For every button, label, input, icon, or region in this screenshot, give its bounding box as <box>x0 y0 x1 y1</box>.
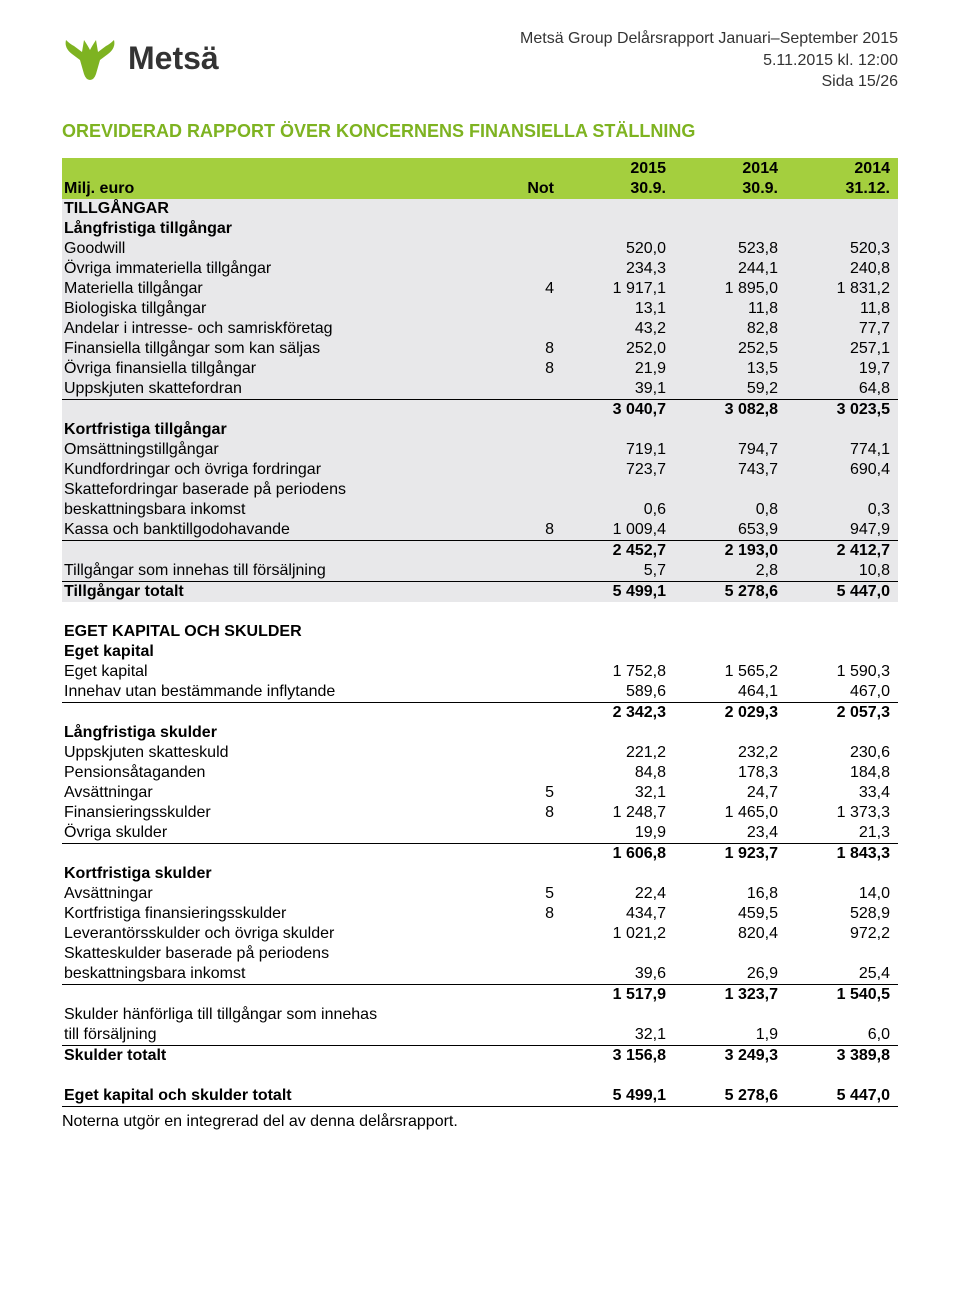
table-row: Övriga skulder19,923,421,3 <box>62 823 898 844</box>
financial-table-body: 201520142014Milj. euroNot30.9.30.9.31.12… <box>62 158 898 1107</box>
moose-icon <box>62 34 118 82</box>
table-row: Eget kapital1 752,81 565,21 590,3 <box>62 662 898 682</box>
col-date: 30.9. <box>674 179 786 199</box>
table-row: Skulder totalt3 156,83 249,33 389,8 <box>62 1045 898 1066</box>
table-row: 3 040,73 082,83 023,5 <box>62 399 898 420</box>
table-row: Tillgångar totalt5 499,15 278,65 447,0 <box>62 581 898 602</box>
report-page: Metsä Metsä Group Delårsrapport Januari–… <box>0 0 960 1290</box>
table-row: Avsättningar522,416,814,0 <box>62 884 898 904</box>
col-year: 2014 <box>786 158 898 179</box>
table-row: beskattningsbara inkomst39,626,925,4 <box>62 964 898 985</box>
table-header-row: 201520142014 <box>62 158 898 179</box>
table-row: Andelar i intresse- och samriskföretag43… <box>62 319 898 339</box>
table-row: Övriga immateriella tillgångar234,3244,1… <box>62 259 898 279</box>
table-row: Kassa och banktillgodohavande81 009,4653… <box>62 520 898 541</box>
table-row: Finansieringsskulder81 248,71 465,01 373… <box>62 803 898 823</box>
table-row: Skulder hänförliga till tillgångar som i… <box>62 1005 898 1025</box>
table-row: EGET KAPITAL OCH SKULDER <box>62 622 898 642</box>
table-row: till försäljning32,11,96,0 <box>62 1025 898 1046</box>
col-not-heading: Not <box>492 179 562 199</box>
header-meta: Metsä Group Delårsrapport Januari–Septem… <box>520 28 898 93</box>
table-row: 1 606,81 923,71 843,3 <box>62 843 898 864</box>
table-row: TILLGÅNGAR <box>62 199 898 219</box>
table-row: Långfristiga tillgångar <box>62 219 898 239</box>
page-header: Metsä Metsä Group Delårsrapport Januari–… <box>62 28 898 93</box>
spacer-row <box>62 602 898 622</box>
table-row: beskattningsbara inkomst0,60,80,3 <box>62 500 898 520</box>
table-row: Goodwill520,0523,8520,3 <box>62 239 898 259</box>
col-date: 30.9. <box>562 179 674 199</box>
spacer-row <box>62 1066 898 1086</box>
table-row: Skattefordringar baserade på periodens <box>62 480 898 500</box>
brand-logo: Metsä <box>62 34 219 82</box>
col-year: 2014 <box>674 158 786 179</box>
table-row: Uppskjuten skatteskuld221,2232,2230,6 <box>62 743 898 763</box>
table-row: Pensionsåtaganden84,8178,3184,8 <box>62 763 898 783</box>
page-number: Sida 15/26 <box>520 71 898 93</box>
table-row: Materiella tillgångar41 917,11 895,01 83… <box>62 279 898 299</box>
footnote: Noterna utgör en integrerad del av denna… <box>62 1113 898 1131</box>
table-row: Tillgångar som innehas till försäljning5… <box>62 561 898 582</box>
table-row: Innehav utan bestämmande inflytande589,6… <box>62 682 898 703</box>
table-row: Omsättningstillgångar719,1794,7774,1 <box>62 440 898 460</box>
financial-table: 201520142014Milj. euroNot30.9.30.9.31.12… <box>62 158 898 1107</box>
section-title: OREVIDERAD RAPPORT ÖVER KONCERNENS FINAN… <box>62 121 898 142</box>
report-datetime: 5.11.2015 kl. 12:00 <box>520 50 898 72</box>
table-row: Finansiella tillgångar som kan säljas825… <box>62 339 898 359</box>
table-row: Skatteskulder baserade på periodens <box>62 944 898 964</box>
col-year: 2015 <box>562 158 674 179</box>
table-row: Kortfristiga tillgångar <box>62 420 898 440</box>
table-row: Kortfristiga skulder <box>62 864 898 884</box>
table-row: Kundfordringar och övriga fordringar723,… <box>62 460 898 480</box>
table-row: Avsättningar532,124,733,4 <box>62 783 898 803</box>
col-label-heading: Milj. euro <box>62 179 492 199</box>
table-row: Biologiska tillgångar13,111,811,8 <box>62 299 898 319</box>
table-row: Eget kapital och skulder totalt5 499,15 … <box>62 1086 898 1107</box>
table-row: 2 452,72 193,02 412,7 <box>62 540 898 561</box>
col-date: 31.12. <box>786 179 898 199</box>
table-row: Långfristiga skulder <box>62 723 898 743</box>
table-row: Övriga finansiella tillgångar821,913,519… <box>62 359 898 379</box>
brand-name: Metsä <box>128 40 219 77</box>
table-row: Eget kapital <box>62 642 898 662</box>
table-header-row: Milj. euroNot30.9.30.9.31.12. <box>62 179 898 199</box>
table-row: Leverantörsskulder och övriga skulder1 0… <box>62 924 898 944</box>
table-row: 1 517,91 323,71 540,5 <box>62 984 898 1005</box>
table-row: Uppskjuten skattefordran39,159,264,8 <box>62 379 898 400</box>
table-row: 2 342,32 029,32 057,3 <box>62 702 898 723</box>
report-title-line: Metsä Group Delårsrapport Januari–Septem… <box>520 28 898 50</box>
table-row: Kortfristiga finansieringsskulder8434,74… <box>62 904 898 924</box>
